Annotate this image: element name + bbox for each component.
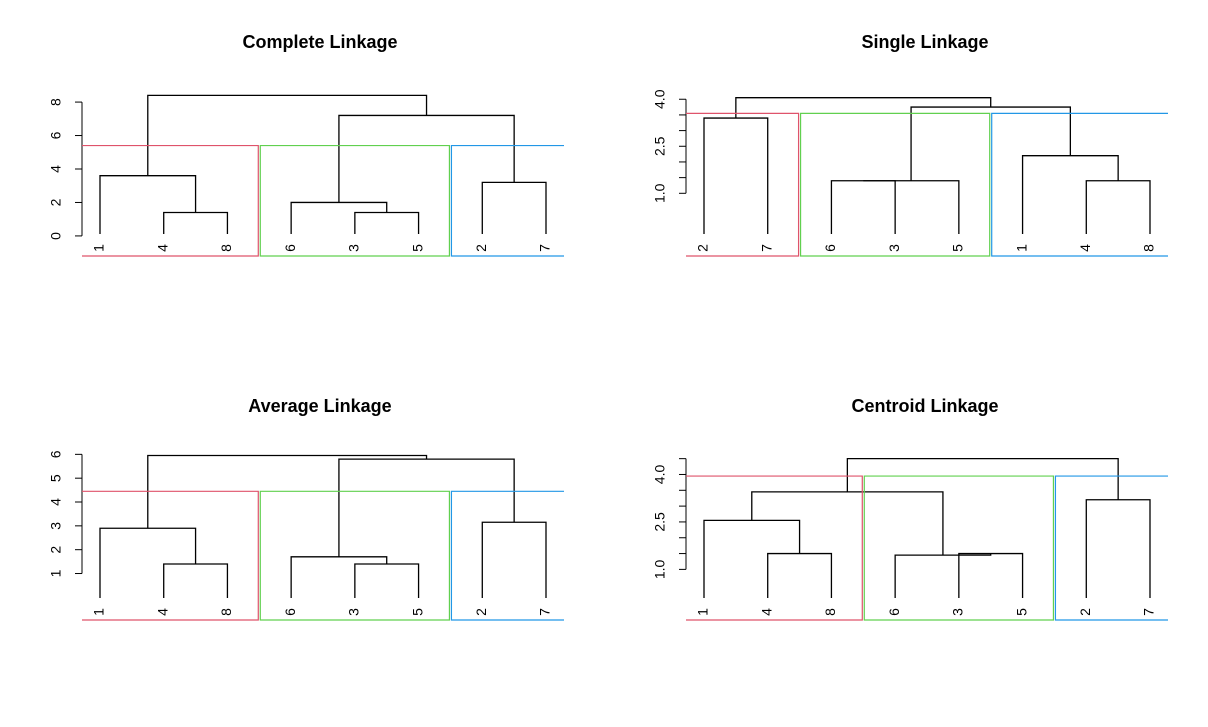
y-tick-label: 0	[48, 232, 64, 240]
leaf-label: 7	[537, 608, 553, 616]
dendrogram-branch	[703, 519, 801, 598]
leaf-label: 8	[218, 244, 234, 252]
dendrogram-branch	[751, 491, 944, 556]
cluster-rectangle	[1054, 475, 1168, 621]
cluster-rectangle	[863, 475, 1055, 621]
chart-title: Single Linkage	[861, 32, 988, 52]
cluster-rectangle	[259, 144, 451, 257]
leaf-label: 5	[409, 608, 425, 616]
dendrogram-branch	[290, 556, 388, 598]
leaf-label: 5	[1013, 608, 1029, 616]
cluster-rectangle	[450, 144, 564, 257]
cluster-rectangle	[82, 490, 259, 621]
leaf-label: 1	[695, 608, 711, 616]
cluster-rectangle	[991, 112, 1168, 257]
dendrogram-panel: Complete Linkage 0 2 4 6 8 1 4 8 6 3 5 2 7	[48, 32, 564, 257]
dendrogram-panel: Average Linkage 1 2 3 4 5 6 1 4 8 6 3 5 2 7	[48, 396, 564, 621]
leaf-label: 3	[346, 244, 362, 252]
leaf-label: 6	[282, 244, 298, 252]
dendrogram-branch	[338, 114, 515, 203]
leaf-label: 2	[473, 608, 489, 616]
leaf-label: 1	[91, 244, 107, 252]
leaf-label: 2	[1077, 608, 1093, 616]
dendrogram-branch	[703, 117, 769, 234]
leaf-label: 3	[950, 608, 966, 616]
y-tick-label: 1	[48, 569, 64, 577]
dendrogram-branch	[354, 563, 420, 598]
cluster-rectangle	[686, 112, 800, 257]
dendrogram-branch	[147, 94, 428, 176]
y-tick-label: 4	[48, 498, 64, 506]
leaf-label: 6	[822, 244, 838, 252]
leaf-label: 8	[218, 608, 234, 616]
dendrogram-panel: Centroid Linkage 1.0 2.5 4.0 1 4 8 6 3 5 2 7	[652, 396, 1168, 621]
cluster-rectangle	[259, 490, 451, 621]
y-tick-label: 2.5	[652, 512, 668, 532]
leaf-label: 8	[822, 608, 838, 616]
dendrogram-branch	[481, 181, 547, 234]
cluster-rectangle	[686, 475, 863, 621]
chart-title: Average Linkage	[248, 396, 391, 416]
dendrogram-branch	[354, 211, 420, 234]
chart-title: Complete Linkage	[242, 32, 397, 52]
y-tick-label: 6	[48, 450, 64, 458]
leaf-label: 4	[154, 244, 170, 252]
dendrogram-branch	[846, 458, 1119, 500]
leaf-label: 6	[886, 608, 902, 616]
leaf-label: 1	[1013, 244, 1029, 252]
dendrogram-branch	[338, 458, 515, 557]
chart-title: Centroid Linkage	[851, 396, 998, 416]
leaf-label: 5	[409, 244, 425, 252]
y-tick-label: 8	[48, 98, 64, 106]
dendrogram-branch	[1085, 180, 1151, 234]
leaf-label: 7	[1141, 608, 1157, 616]
dendrogram-branch	[99, 527, 197, 598]
leaf-label: 7	[537, 244, 553, 252]
dendrogram-branch	[163, 563, 229, 598]
y-tick-label: 2.5	[652, 136, 668, 156]
leaf-label: 2	[473, 244, 489, 252]
dendrogram-branch	[958, 552, 1024, 598]
y-tick-label: 1.0	[652, 183, 668, 203]
cluster-rectangle	[450, 490, 564, 621]
dendrogram-branch	[863, 180, 960, 234]
y-tick-label: 4	[48, 165, 64, 173]
leaf-label: 6	[282, 608, 298, 616]
y-tick-label: 1.0	[652, 559, 668, 579]
dendrogram-branch	[735, 97, 992, 119]
dendrogram-branch	[163, 211, 229, 234]
dendrogram-panel: Single Linkage 1.0 2.5 4.0 2 7 6 3 5 1 4 8	[652, 32, 1168, 257]
dendrogram-branch	[1021, 155, 1119, 234]
leaf-label: 3	[346, 608, 362, 616]
dendrogram-branch	[481, 521, 547, 598]
leaf-label: 2	[695, 244, 711, 252]
dendrogram-branch	[910, 106, 1072, 181]
cluster-rectangle	[82, 144, 259, 257]
dendrogram-branch	[290, 201, 388, 234]
leaf-label: 4	[758, 608, 774, 616]
dendrogram-branch	[894, 553, 992, 598]
leaf-label: 4	[1077, 244, 1093, 252]
dendrogram-branch	[767, 552, 833, 598]
cluster-rectangle	[799, 112, 991, 257]
y-tick-label: 4.0	[652, 465, 668, 485]
leaf-label: 1	[91, 608, 107, 616]
y-tick-label: 6	[48, 131, 64, 139]
y-tick-label: 3	[48, 522, 64, 530]
leaf-label: 5	[950, 244, 966, 252]
dendrogram-branch	[1085, 499, 1151, 598]
leaf-label: 3	[886, 244, 902, 252]
y-tick-label: 2	[48, 546, 64, 554]
leaf-label: 4	[154, 608, 170, 616]
dendrogram-branch	[830, 180, 896, 234]
leaf-label: 7	[758, 244, 774, 252]
dendrogram-branch	[99, 175, 197, 234]
y-tick-label: 2	[48, 198, 64, 206]
leaf-label: 8	[1141, 244, 1157, 252]
y-tick-label: 5	[48, 474, 64, 482]
y-tick-label: 4.0	[652, 89, 668, 109]
